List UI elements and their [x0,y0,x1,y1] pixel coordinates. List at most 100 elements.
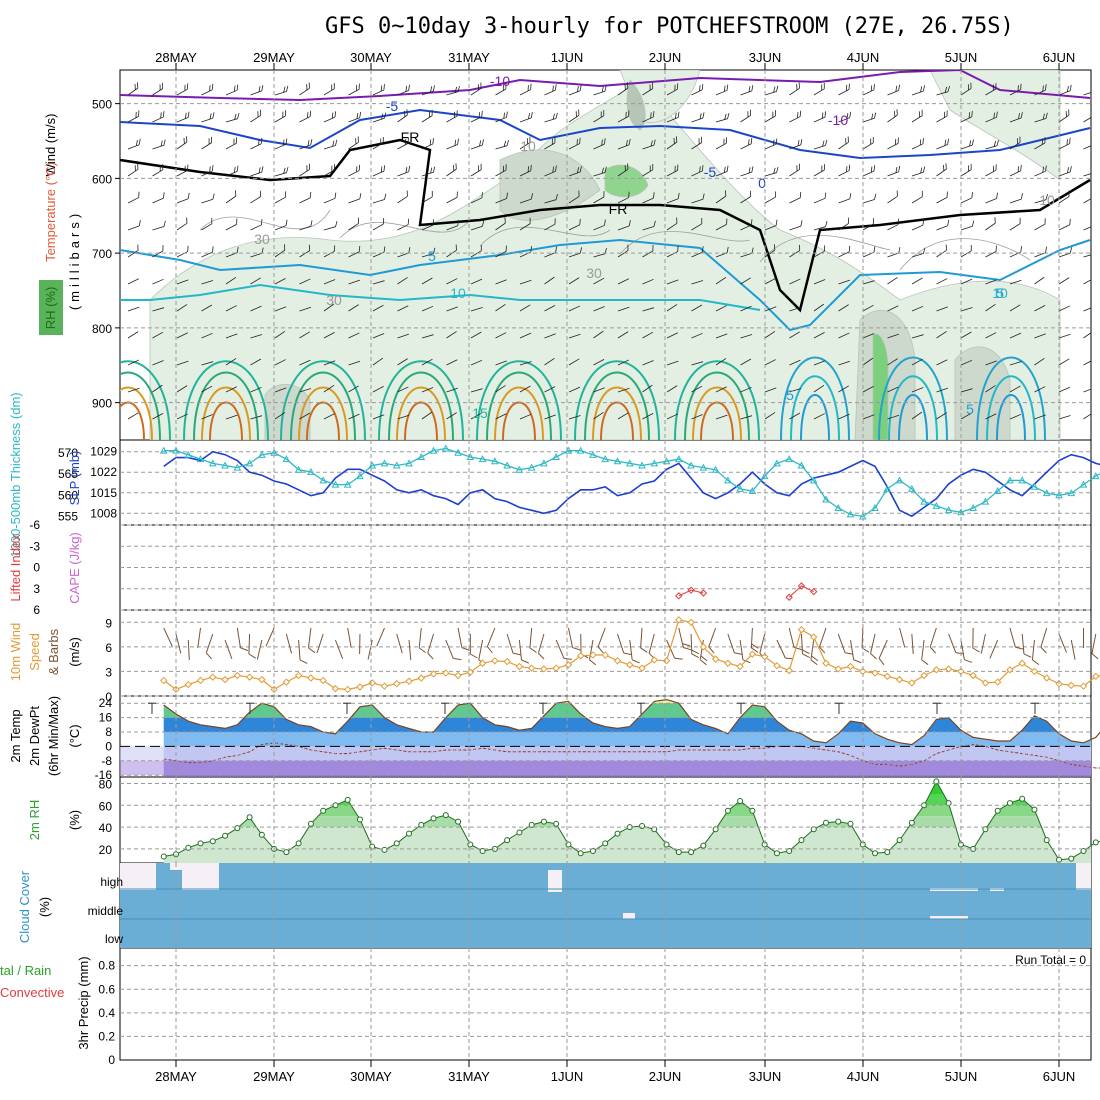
barb-staff [250,305,262,312]
barb-flag [454,139,457,146]
upper-wind-barb [152,331,164,339]
barb-staff [421,171,434,177]
upper-wind-barb [862,304,874,312]
barb-staff [274,387,287,393]
barb-staff [176,413,189,420]
thickness-point [491,457,499,465]
barb-staff [739,639,744,660]
thickness-point [576,446,585,454]
barb-flag [554,218,556,225]
wind10-barb [285,633,293,654]
barb-staff [250,277,261,285]
barb-staff [372,386,384,393]
upper-wind-barb [838,360,851,366]
barb-flag [943,111,945,118]
barb-flag [603,109,605,116]
barb-staff [519,385,531,393]
wind10-barb [699,639,708,666]
label-precip-c: 3hr Precip (mm) [76,956,91,1049]
barb-staff [445,639,454,659]
upper-wind-barb [764,138,778,150]
warm-contour [120,360,171,440]
barb-flag [163,139,166,146]
wind-tick-label: 6 [105,641,112,655]
barb-flag [480,163,482,170]
upper-wind-barb [323,360,336,366]
barb-staff [640,627,643,648]
wind10-barb [187,639,190,660]
barb-flag [799,244,801,251]
upper-wind-barb [617,244,629,258]
upper-wind-barb [421,219,435,231]
barb-flag [137,244,139,251]
label-upper-wind: Wind (m/s) [43,114,58,177]
label-temp-b: 2m DewPt [27,706,42,766]
barb-staff [1058,415,1071,420]
barb-staff [691,251,703,258]
barb-flag [848,164,850,171]
warm-contour [800,394,830,440]
barb-flag [563,657,573,660]
thickness-point [822,495,830,503]
barb-staff [813,384,825,393]
barb-staff [299,144,311,150]
barb-flag [811,655,819,662]
barb-flag [676,136,678,143]
barb-staff [862,199,875,204]
rh-point [540,818,547,825]
upper-wind-barb [813,220,828,231]
barb-flag [947,138,949,145]
rh-contour [479,226,611,247]
barb-flag [356,112,359,119]
barb-flag [1019,136,1021,143]
barb-staff [936,197,948,204]
barb-staff [457,627,463,648]
wind10-barb [980,633,986,654]
upper-wind-barb [715,414,728,420]
barb-flag [677,192,680,199]
upper-wind-barb [568,109,580,123]
barb-staff [544,142,556,150]
barb-staff [421,277,433,285]
barb-flag [308,647,316,654]
barb-flag [579,247,582,254]
wind10-barb [163,627,173,647]
upper-wind-barb [1009,361,1022,366]
barb-flag [1067,85,1069,92]
upper-wind-barb [1058,333,1071,339]
upper-wind-barb [201,112,215,123]
thickness-point [478,455,487,463]
thickness-point [392,461,401,469]
upper-wind-barb [666,332,678,339]
barb-staff [642,278,654,285]
upper-wind-barb [127,244,139,258]
barb-flag [380,85,383,92]
upper-wind-barb [1058,190,1070,204]
barb-flag [967,84,969,91]
upper-wind-barb [1083,143,1091,150]
barb-staff [250,115,261,123]
barb-flag [530,246,532,252]
barb-flag [1041,138,1043,145]
contour-label: 5 [786,387,794,403]
upper-wind-barb [691,280,704,285]
barb-staff [642,197,654,204]
barb-flag [873,84,875,90]
barb-staff [813,145,826,150]
thickness-point [172,446,180,454]
barb-flag [677,245,679,252]
upper-wind-barb [1058,84,1072,96]
barb-staff [274,412,286,420]
barb-staff [568,305,581,312]
barb-staff [960,307,973,312]
barb-flag [163,192,165,199]
upper-wind-barb [838,111,852,123]
warm-contour [790,375,840,440]
thickness-point [368,461,377,469]
barb-flag [699,166,701,173]
barb-staff [372,223,384,231]
barb-staff [589,639,594,660]
barb-flag [673,137,675,144]
rh-bands [163,781,1091,863]
